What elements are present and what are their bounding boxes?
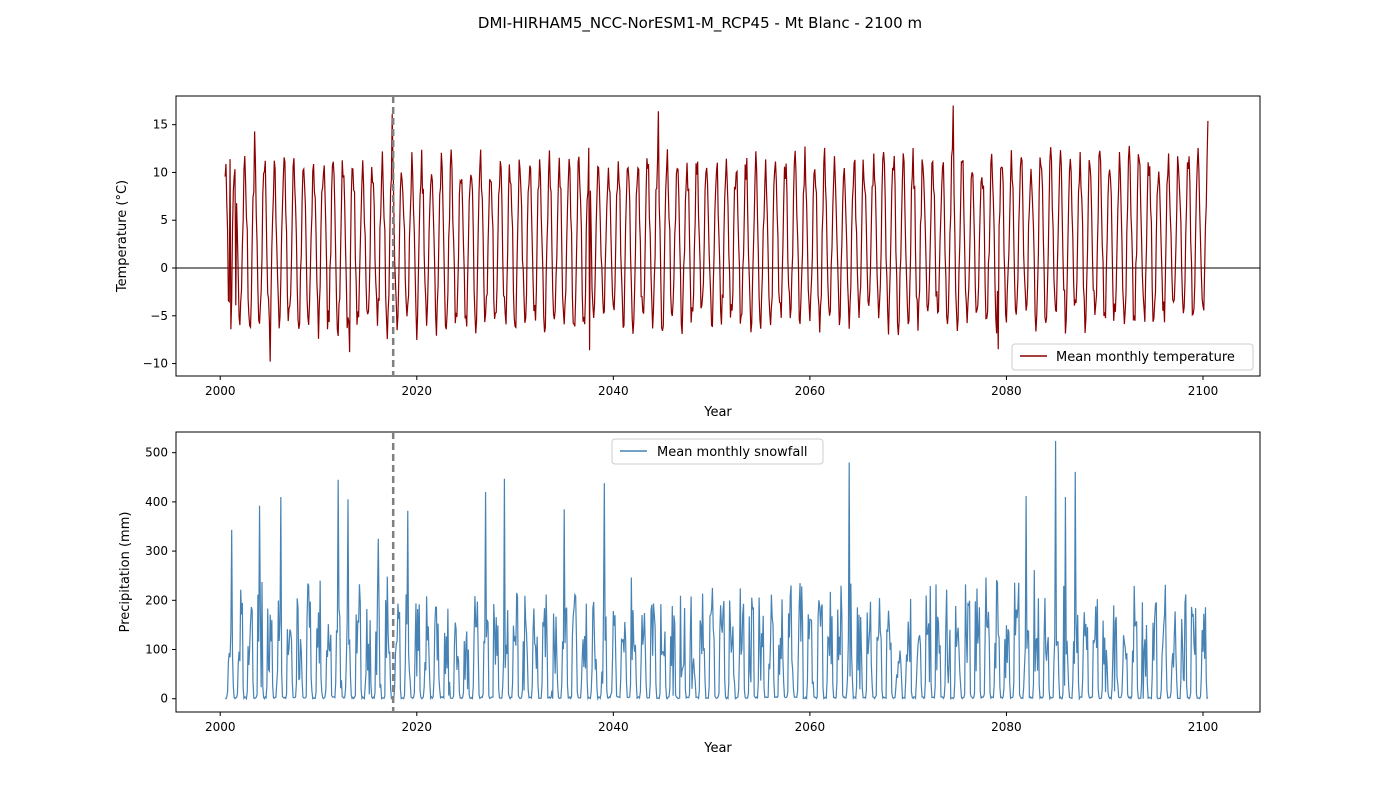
temperature-plot: 2000 2020 2040 2060 2080 2100 −10 −5 0 5 10 15 Year… (115, 95, 1261, 420)
x-tick-label: 2040 (598, 720, 629, 734)
x-tick-label: 2080 (991, 384, 1022, 398)
snowfall-legend: Mean monthly snowfall (611, 438, 824, 465)
x-tick-label: 2020 (402, 384, 433, 398)
temperature-ylabel: Temperature (°C) (115, 180, 130, 293)
figure-title: DMI-HIRHAM5_NCC-NorESM1-M_RCP45 - Mt Bla… (478, 14, 922, 33)
y-tick-label: 5 (160, 213, 168, 227)
snowfall-xlabel: Year (703, 741, 732, 756)
snowfall-legend-label: Mean monthly snowfall (657, 445, 808, 460)
y-tick-label: 15 (153, 118, 168, 132)
temperature-legend: Mean monthly temperature (1011, 343, 1254, 371)
snowfall-series-line (224, 440, 1209, 701)
x-tick-label: 2000 (205, 720, 236, 734)
y-tick-label: 500 (145, 446, 168, 460)
y-tick-label: 10 (153, 165, 168, 179)
x-tick-label: 2000 (205, 384, 236, 398)
y-tick-label: 0 (160, 261, 168, 275)
snowfall-plot: 2000 2020 2040 2060 2080 2100 0 100 200 300 400 500… (118, 431, 1261, 756)
x-tick-label: 2020 (402, 720, 433, 734)
y-tick-label: 400 (145, 495, 168, 509)
x-tick-label: 2100 (1188, 720, 1219, 734)
x-tick-label: 2040 (598, 384, 629, 398)
temperature-legend-label: Mean monthly temperature (1056, 350, 1235, 365)
snowfall-ylabel: Precipitation (mm) (118, 512, 133, 633)
y-tick-label: −10 (143, 357, 168, 371)
snowfall-legend-box (611, 438, 824, 465)
y-tick-label: 100 (145, 643, 168, 657)
x-tick-label: 2080 (991, 720, 1022, 734)
y-tick-label: −5 (150, 309, 168, 323)
x-tick-label: 2060 (795, 720, 826, 734)
snowfall-axis-ticks: 2000 2020 2040 2060 2080 2100 0 100 200 300 400 500 (145, 446, 1218, 734)
temperature-axis-ticks: 2000 2020 2040 2060 2080 2100 −10 −5 0 5 10 15 (143, 118, 1219, 398)
temperature-legend-box (1011, 343, 1254, 371)
temperature-xlabel: Year (703, 405, 732, 420)
snowfall-axes-frame (175, 431, 1261, 713)
x-tick-label: 2100 (1188, 384, 1219, 398)
temperature-series-line (224, 105, 1209, 362)
temperature-axes-frame (175, 95, 1261, 377)
y-tick-label: 300 (145, 544, 168, 558)
y-tick-label: 0 (160, 692, 168, 706)
x-tick-label: 2060 (795, 384, 826, 398)
y-tick-label: 200 (145, 593, 168, 607)
